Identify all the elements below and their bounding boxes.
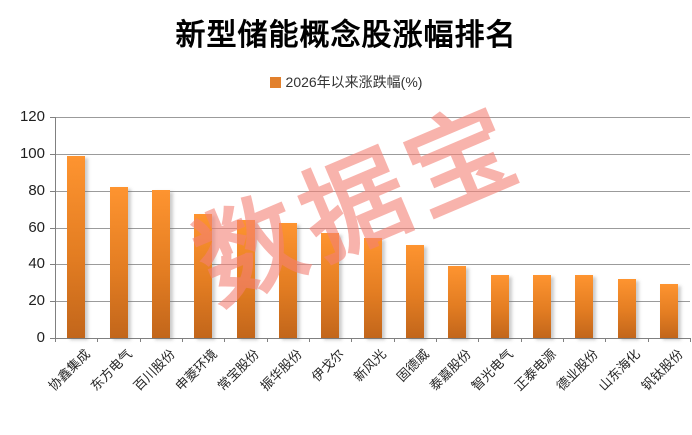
bar bbox=[151, 189, 170, 338]
x-axis-label: 常宝股份 bbox=[215, 346, 263, 394]
x-axis-label: 百川股份 bbox=[130, 346, 178, 394]
bar bbox=[490, 274, 509, 338]
bar bbox=[532, 274, 551, 338]
x-axis-label: 山东海化 bbox=[596, 346, 644, 394]
y-axis-tick bbox=[50, 190, 55, 192]
x-axis-label: 智光电气 bbox=[469, 346, 517, 394]
x-axis-tick bbox=[605, 338, 607, 342]
y-axis-label: 40 bbox=[28, 255, 45, 273]
y-axis-line bbox=[55, 117, 56, 338]
bar bbox=[448, 266, 467, 338]
bar bbox=[617, 278, 636, 338]
chart-title: 新型储能概念股涨幅排名 bbox=[175, 19, 517, 52]
y-axis-label: 120 bbox=[19, 108, 45, 125]
bar bbox=[321, 233, 340, 338]
legend: 2026年以来涨跌幅(%) bbox=[0, 74, 692, 90]
y-axis-label: 60 bbox=[28, 218, 45, 236]
y-axis-label: 0 bbox=[36, 329, 45, 346]
x-axis-label: 伊戈尔 bbox=[308, 346, 348, 385]
bar bbox=[194, 213, 213, 338]
x-axis-label: 东方电气 bbox=[88, 346, 136, 394]
x-axis-tick bbox=[97, 338, 99, 342]
y-axis-tick bbox=[50, 227, 55, 229]
y-axis-tick bbox=[50, 153, 55, 155]
bar bbox=[109, 186, 128, 338]
bar bbox=[575, 274, 594, 338]
x-axis-tick bbox=[309, 338, 310, 342]
gridline bbox=[55, 190, 690, 192]
x-axis-label: 泰嘉股份 bbox=[426, 346, 475, 394]
bar bbox=[405, 244, 424, 338]
y-axis-tick bbox=[50, 117, 55, 118]
x-axis-label: 新风光 bbox=[351, 346, 390, 385]
x-axis-label: 申菱环境 bbox=[172, 346, 221, 394]
legend-label: 2026年以来涨跌幅(%) bbox=[285, 74, 423, 90]
x-axis-tick bbox=[182, 338, 183, 342]
gridline bbox=[55, 117, 690, 118]
x-axis-tick bbox=[393, 338, 395, 342]
legend-swatch-icon bbox=[269, 76, 281, 88]
y-axis-label: 80 bbox=[28, 181, 45, 199]
y-axis-tick bbox=[50, 338, 55, 339]
x-axis-tick bbox=[478, 338, 480, 342]
x-axis-tick bbox=[55, 338, 56, 342]
x-axis-label: 振华股份 bbox=[257, 346, 305, 394]
x-axis-tick bbox=[690, 338, 691, 342]
x-axis-line bbox=[55, 338, 690, 339]
x-axis-tick bbox=[266, 338, 268, 342]
x-axis-label: 正泰电源 bbox=[511, 346, 559, 394]
x-axis-tick bbox=[351, 338, 353, 342]
x-axis-tick bbox=[647, 338, 649, 342]
y-axis-tick bbox=[50, 301, 55, 303]
x-axis-label: 德业股份 bbox=[553, 346, 602, 394]
bar bbox=[659, 283, 678, 338]
y-axis-label: 100 bbox=[19, 144, 45, 162]
x-axis-tick bbox=[436, 338, 437, 342]
x-axis-tick bbox=[224, 338, 226, 342]
bar bbox=[363, 237, 382, 338]
gridline bbox=[55, 227, 690, 229]
y-axis-tick bbox=[50, 264, 55, 266]
x-axis-tick bbox=[520, 338, 522, 342]
gridline bbox=[55, 153, 690, 155]
y-axis-label: 20 bbox=[28, 292, 45, 310]
bar bbox=[278, 222, 297, 338]
x-axis-tick bbox=[139, 338, 141, 342]
x-axis-label: 固德威 bbox=[393, 346, 432, 385]
x-axis-tick bbox=[563, 338, 564, 342]
bar bbox=[67, 156, 86, 338]
x-axis-label: 钒钛股份 bbox=[638, 346, 686, 394]
x-axis-label: 协鑫集成 bbox=[45, 346, 94, 394]
bar bbox=[236, 220, 255, 338]
